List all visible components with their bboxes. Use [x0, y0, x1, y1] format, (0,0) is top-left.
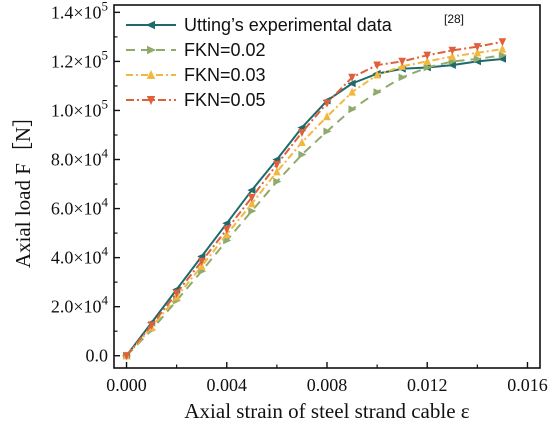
series-4-point	[473, 43, 482, 52]
legend-swatch-marker	[146, 70, 156, 79]
series-1-point	[497, 55, 507, 63]
series-2-point	[273, 177, 282, 186]
legend-label: FKN=0.02	[184, 40, 266, 60]
y-tick-label: 1.2×105	[51, 47, 108, 71]
series-4	[122, 38, 507, 361]
series-layer	[122, 38, 507, 361]
y-tick-exponent: 4	[102, 244, 109, 259]
legend-swatch-marker	[146, 96, 156, 105]
x-tick-label: 0.000	[106, 375, 147, 395]
series-2-point	[373, 88, 382, 96]
series-2-point	[498, 51, 507, 60]
y-tick-exponent: 5	[102, 0, 109, 13]
ticks-layer: 0.000 0.004 0.008 0.012 0.0160.02.0×1044.0×1…	[51, 0, 548, 395]
series-3-point	[273, 167, 281, 176]
series-1-point	[347, 79, 356, 88]
y-tick-mantissa: 6.0×10	[51, 199, 102, 219]
x-tick-label: 0.004	[207, 375, 248, 395]
y-tick-label: 1.4×105	[51, 0, 108, 22]
legend-label: FKN=0.05	[184, 90, 266, 110]
y-tick-mantissa: 1.0×10	[51, 100, 102, 120]
series-2-point	[473, 55, 482, 63]
series-2-point	[323, 127, 332, 136]
series-3-point	[298, 137, 306, 146]
series-1-point	[247, 186, 256, 195]
legend-reference: [28]	[444, 12, 464, 26]
series-4-point	[273, 160, 281, 169]
x-tick-label: 0.008	[307, 375, 348, 395]
y-tick-mantissa: 8.0×10	[51, 150, 102, 170]
series-4-point	[222, 225, 231, 234]
legend: Utting’s experimental data [28] FKN=0.02 FK…	[126, 12, 464, 110]
series-3-point	[448, 52, 457, 61]
series-4-point	[498, 38, 507, 47]
series-2-point	[298, 150, 307, 159]
series-3-point	[247, 199, 256, 208]
series-3-point	[323, 112, 331, 121]
y-tick-exponent: 4	[102, 146, 109, 161]
series-4-point	[147, 321, 156, 330]
series-2-point	[248, 207, 257, 215]
x-tick-label: 0.016	[507, 375, 548, 395]
series-3-point	[373, 70, 381, 79]
series-2-point	[423, 63, 432, 72]
series-3-point	[473, 48, 482, 57]
plot-frame	[113, 4, 541, 369]
x-axis-title: Axial strain of steel strand cable ε	[184, 399, 469, 423]
series-4-point	[323, 99, 331, 108]
series-4-point	[448, 46, 457, 55]
y-tick-mantissa: 1.4×10	[51, 2, 102, 22]
series-4-point	[398, 57, 407, 66]
series-1-point	[447, 61, 456, 69]
series-4-point	[172, 289, 181, 298]
series-3-point	[348, 87, 356, 96]
series-1-point	[222, 219, 231, 228]
series-2	[122, 51, 507, 360]
series-2-line	[125, 54, 503, 357]
legend-label: FKN=0.03	[184, 65, 266, 85]
y-axis-title: Axial load F［N］	[11, 106, 35, 268]
y-tick-exponent: 4	[102, 195, 109, 210]
legend-swatch-marker	[147, 45, 156, 55]
y-tick-label: 2.0×104	[51, 293, 109, 317]
series-4-point	[122, 352, 131, 361]
series-3-point	[423, 56, 432, 66]
y-tick-label: 1.0×105	[51, 96, 108, 120]
y-tick-label: 4.0×104	[51, 244, 109, 268]
series-3-point	[498, 44, 507, 53]
y-tick-exponent: 4	[102, 293, 109, 308]
series-4-point	[298, 128, 306, 138]
series-4-point	[197, 257, 206, 266]
series-4-point	[348, 73, 356, 82]
legend-swatch-marker	[146, 20, 155, 30]
y-tick-exponent: 5	[102, 47, 109, 62]
y-tick-mantissa: 4.0×10	[51, 248, 102, 268]
y-tick-exponent: 5	[102, 96, 109, 111]
series-2-point	[348, 105, 357, 114]
y-tick-mantissa: 1.2×10	[51, 51, 102, 71]
y-tick-mantissa: 2.0×10	[51, 297, 102, 317]
x-tick-label: 0.012	[407, 375, 448, 395]
series-4-line	[125, 40, 503, 357]
series-1-line	[125, 58, 503, 357]
y-tick-label: 0.0	[86, 346, 109, 366]
y-tick-label: 6.0×104	[51, 195, 109, 219]
series-4-point	[423, 51, 432, 60]
y-tick-label: 8.0×104	[51, 146, 109, 170]
legend-label: Utting’s experimental data	[184, 15, 393, 35]
series-2-point	[398, 73, 407, 82]
series-4-point	[247, 193, 256, 203]
series-2-point	[223, 236, 232, 245]
series-4-point	[373, 61, 381, 70]
